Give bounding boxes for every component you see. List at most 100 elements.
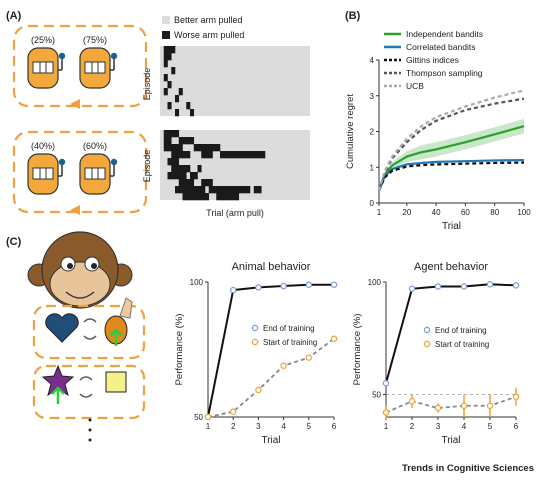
agent-chart-x-tick-label: 5: [488, 422, 493, 431]
heatmap-top-worse-cell: [171, 67, 176, 75]
continuation-dot: [88, 428, 92, 432]
heatmap-bottom-worse-cell: [253, 186, 258, 194]
heatmap-bottom-worse-cell: [171, 130, 176, 138]
bottom-arm-right-probability: (60%): [83, 141, 107, 151]
agent-chart-series-1-point: [434, 404, 442, 412]
heatmap-bottom-worse-cell: [205, 151, 210, 159]
agent-chart-series-0-point: [408, 285, 416, 292]
bottom-arm-left-probability: (40%): [31, 141, 55, 151]
agent-chart-legend-marker-0: [423, 326, 431, 334]
heatmap-top-worse-cell: [167, 53, 172, 61]
heatmap-xlabel: Trial (arm pull): [206, 208, 264, 218]
heatmap-bottom-worse-cell: [223, 186, 228, 194]
heatmap-bottom-worse-cell: [212, 144, 217, 152]
monkey-hand-icon: [119, 297, 133, 319]
monkey-pupil-right: [91, 263, 97, 269]
panel-a-label: (A): [6, 10, 22, 22]
animal-chart-series-0-line: [207, 283, 334, 418]
heatmap-bottom-worse-cell: [163, 130, 168, 138]
heatmap-bottom-worse-cell: [246, 151, 251, 159]
heatmap-bottom-worse-cell: [167, 172, 172, 180]
regret-chart-x-tick-label: 60: [461, 208, 470, 217]
heatmap-bottom-worse-cell: [186, 179, 191, 187]
regret-chart-x-tick-label: 100: [517, 208, 531, 217]
heatmap-bottom-worse-cell: [175, 158, 180, 166]
heatmap-top-ylabel: Episode: [142, 68, 152, 101]
heatmap-top-worse-cell: [178, 88, 183, 96]
journal-footer: Trends in Cognitive Sciences: [402, 463, 534, 474]
heatmap-bottom-worse-cell: [208, 179, 213, 187]
agent-chart-series-0-point: [512, 282, 520, 289]
heatmap-bottom-worse-cell: [250, 151, 255, 159]
regret-chart-x-tick-label: 40: [432, 208, 441, 217]
trial-frame-1: [32, 304, 146, 360]
heatmap-bottom-worse-cell: [197, 165, 202, 173]
agent-chart-series-0-line: [385, 283, 517, 384]
animal-chart-y-tick-label: 50: [194, 413, 203, 422]
regret-legend-label-2: Gittins indices: [406, 55, 459, 65]
monkey-pupil-left: [67, 263, 73, 269]
legend-swatch-better: [162, 16, 170, 24]
heatmap-bottom-worse-cell: [178, 179, 183, 187]
heatmap-bottom-worse-cell: [167, 130, 172, 138]
heatmap-bottom-worse-cell: [178, 172, 183, 180]
heatmap-bottom-worse-cell: [182, 137, 187, 145]
heatmap-bottom-worse-cell: [246, 186, 251, 194]
heatmap-top-worse-cell: [175, 109, 180, 117]
agent-chart-y-tick-label: 50: [372, 391, 381, 400]
regret-chart-series-2-line: [377, 161, 525, 191]
bottom-arrow-icon: [70, 205, 80, 215]
heatmap-bottom-worse-cell: [193, 193, 198, 201]
animal-chart-y-tick-label: 100: [190, 278, 204, 287]
heatmap-bottom-worse-cell: [167, 158, 172, 166]
animal-chart-legend-label-1: Start of training: [263, 338, 317, 347]
panel-c-label: (C): [6, 236, 22, 248]
agent-chart-legend-label-0: End of training: [435, 326, 487, 335]
animal-chart-xlabel: Trial: [261, 435, 280, 446]
heatmap-bottom-worse-cell: [190, 179, 195, 187]
regret-chart-y-tick-label: 2: [370, 128, 375, 137]
regret-legend-label-3: Thompson sampling: [406, 68, 483, 78]
heatmap-top-background: [160, 46, 310, 116]
heatmap-top-worse-cell: [163, 46, 168, 54]
animal-chart-series-1-point: [204, 413, 212, 421]
agent-chart-x-tick-label: 2: [410, 422, 415, 431]
heatmap-bottom-worse-cell: [182, 193, 187, 201]
regret-chart-x-tick-label: 20: [402, 208, 411, 217]
heatmap-bottom-worse-cell: [193, 186, 198, 194]
regret-chart-y-tick-label: 1: [370, 163, 375, 172]
animal-chart-x-tick-label: 6: [332, 422, 337, 431]
agent-chart-x-tick-label: 1: [384, 422, 389, 431]
heatmap-bottom-worse-cell: [175, 172, 180, 180]
heatmap-bottom-worse-cell: [171, 172, 176, 180]
heatmap-bottom-worse-cell: [242, 186, 247, 194]
animal-chart-x-tick-label: 5: [307, 422, 312, 431]
agent-chart-x-tick-label: 6: [514, 422, 519, 431]
animal-chart-series-1-point: [229, 408, 237, 415]
heatmap-bottom-worse-cell: [171, 165, 176, 173]
heatmap-bottom-worse-cell: [201, 193, 206, 201]
top-arm-left-probability: (25%): [31, 35, 55, 45]
heatmap-bottom-worse-cell: [242, 151, 247, 159]
heatmap-bottom-worse-cell: [257, 186, 262, 194]
heatmap-bottom-worse-cell: [178, 151, 183, 159]
heatmap-bottom-worse-cell: [201, 144, 206, 152]
heatmap-bottom-worse-cell: [167, 144, 172, 152]
animal-chart-legend-marker-0: [251, 324, 259, 332]
heatmap-bottom-worse-cell: [235, 193, 240, 201]
swap-arrow-icon: [83, 335, 97, 340]
heatmap-bottom-worse-cell: [201, 179, 206, 187]
heatmap-bottom-worse-cell: [171, 144, 176, 152]
panel-b-label: (B): [345, 10, 361, 22]
top-slot-machine-left-window: [32, 61, 54, 74]
agent-chart-series-0-point: [486, 281, 494, 288]
heatmap-bottom-worse-cell: [178, 144, 183, 152]
agent-chart-series-0-point: [460, 283, 468, 290]
regret-chart-series-1-line: [377, 159, 525, 191]
animal-chart-ylabel: Performance (%): [174, 314, 185, 386]
bottom-slot-machine-left-window: [32, 167, 54, 180]
heatmap-top-worse-cell: [167, 46, 172, 54]
heatmap-bottom-worse-cell: [190, 186, 195, 194]
heatmap-bottom-worse-cell: [238, 186, 243, 194]
heatmap-top-worse-cell: [163, 60, 168, 68]
